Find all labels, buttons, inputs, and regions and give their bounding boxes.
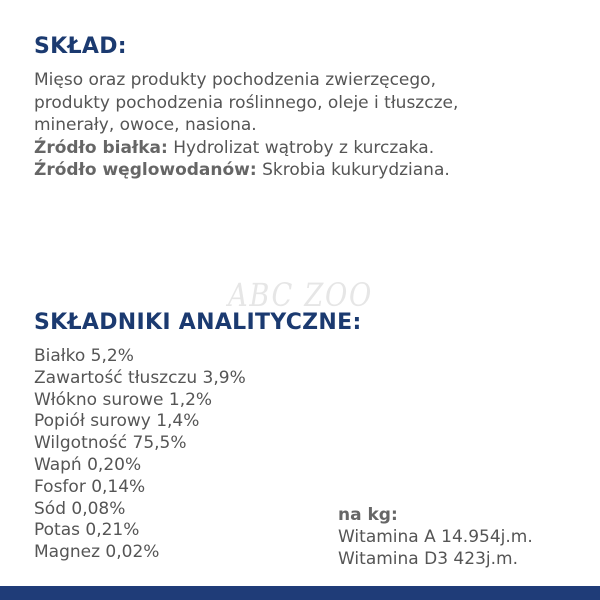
analytical-item: Popiół surowy 1,4% <box>34 411 200 432</box>
carb-source-label: Źródło węglowodanów: <box>34 160 257 180</box>
composition-line: Mięso oraz produkty pochodzenia zwierzęc… <box>34 70 436 90</box>
composition-line: produkty pochodzenia roślinnego, oleje i… <box>34 92 459 113</box>
footer-bar <box>0 586 600 600</box>
analytical-item: Białko 5,2% <box>34 346 134 366</box>
carb-source-value: Skrobia kukurydziana. <box>256 160 450 180</box>
vitamins-block: na kg: Witamina A 14.954j.m. Witamina D3… <box>338 504 533 570</box>
protein-source-label: Źródło białka: <box>34 137 168 158</box>
carb-source: Źródło węglowodanów: Skrobia kukurydzian… <box>34 159 458 182</box>
analytical-item: Potas 0,21% <box>34 520 140 541</box>
analytical-list: Białko 5,2% Zawartość tłuszczu 3,9% Włók… <box>34 346 246 564</box>
vitamin-item: Witamina D3 423j.m. <box>338 549 518 569</box>
analytical-item: Fosfor 0,14% <box>34 476 146 497</box>
protein-source-value: Hydrolizat wątroby z kurczaka. <box>167 137 435 158</box>
watermark: ABC ZOO <box>228 276 373 314</box>
analytical-item: Zawartość tłuszczu 3,9% <box>34 367 246 388</box>
composition-title: SKŁAD: <box>34 34 127 59</box>
vitamin-item: Witamina A 14.954j.m. <box>338 527 533 547</box>
analytical-item: Wilgotność 75,5% <box>34 433 187 454</box>
analytical-title: SKŁADNIKI ANALITYCZNE: <box>34 310 362 335</box>
protein-source: Źródło białka: Hydrolizat wątroby z kurc… <box>34 137 458 160</box>
analytical-item: Wapń 0,20% <box>34 454 142 475</box>
per-kg-label: na kg: <box>338 505 398 525</box>
composition-line: minerały, owoce, nasiona. <box>34 115 257 135</box>
analytical-item: Włókno surowe 1,2% <box>34 389 213 410</box>
composition-text: Mięso oraz produkty pochodzenia zwierzęc… <box>34 69 458 182</box>
analytical-item: Magnez 0,02% <box>34 542 160 563</box>
analytical-item: Sód 0,08% <box>34 498 126 519</box>
